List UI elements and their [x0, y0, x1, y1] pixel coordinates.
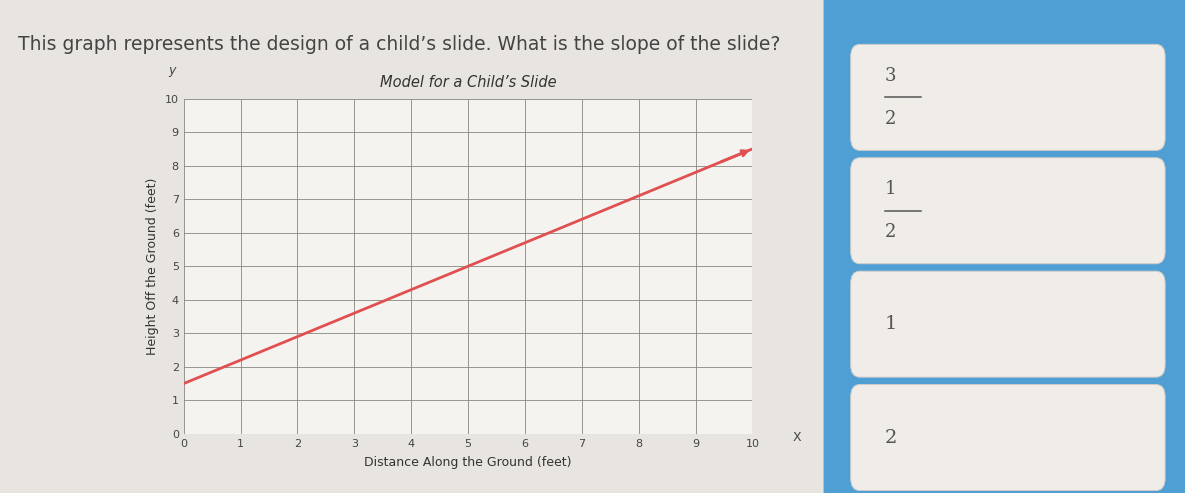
- Title: Model for a Child’s Slide: Model for a Child’s Slide: [379, 75, 557, 91]
- Y-axis label: Height Off the Ground (feet): Height Off the Ground (feet): [146, 177, 159, 355]
- Text: This graph represents the design of a child’s slide. What is the slope of the sl: This graph represents the design of a ch…: [18, 35, 781, 54]
- Text: 3: 3: [885, 67, 897, 85]
- X-axis label: Distance Along the Ground (feet): Distance Along the Ground (feet): [364, 456, 572, 469]
- Text: X: X: [793, 431, 801, 444]
- Text: 1: 1: [885, 180, 897, 198]
- FancyBboxPatch shape: [851, 385, 1165, 491]
- FancyBboxPatch shape: [851, 271, 1165, 377]
- FancyBboxPatch shape: [851, 44, 1165, 150]
- Text: 1: 1: [885, 315, 897, 333]
- Text: y: y: [168, 64, 177, 77]
- Text: 2: 2: [885, 428, 897, 447]
- Text: 2: 2: [885, 223, 896, 241]
- Text: 2: 2: [885, 110, 896, 128]
- FancyBboxPatch shape: [851, 158, 1165, 264]
- FancyBboxPatch shape: [0, 0, 824, 493]
